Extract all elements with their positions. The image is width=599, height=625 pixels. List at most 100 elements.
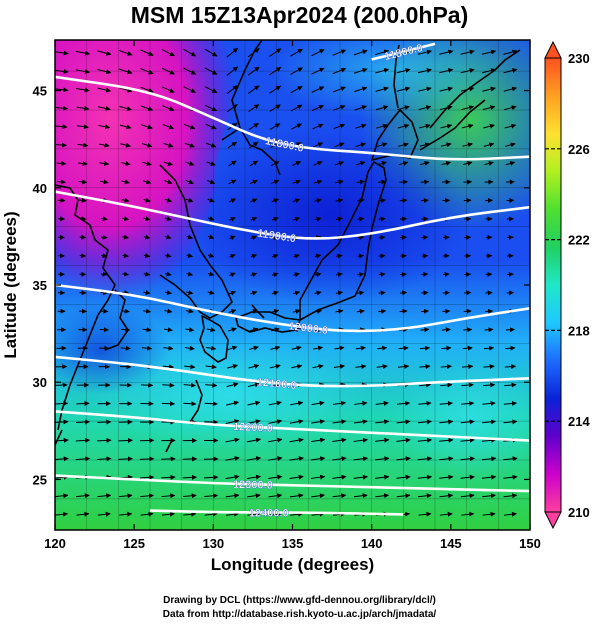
- wind-vector: [332, 456, 347, 462]
- wind-vector: [165, 271, 172, 277]
- wind-vector: [503, 86, 518, 92]
- wind-vector: [121, 327, 131, 333]
- contour-label: 12400.0: [249, 508, 289, 520]
- wind-vector: [314, 290, 322, 296]
- wind-vector: [76, 511, 90, 517]
- wind-vector: [312, 364, 324, 369]
- wind-vector: [336, 272, 343, 278]
- wind-vector: [332, 400, 347, 406]
- wind-vector: [461, 382, 474, 388]
- wind-vector: [225, 474, 240, 480]
- wind-vector: [290, 85, 303, 94]
- cyan-area-n: [270, 40, 510, 120]
- wind-vector: [290, 104, 303, 112]
- wind-vector: [250, 254, 257, 259]
- wind-vector: [417, 437, 433, 443]
- wind-vector: [481, 49, 497, 55]
- x-tick-label: 135: [282, 536, 304, 551]
- wind-vector: [186, 290, 194, 295]
- wind-vector: [504, 364, 517, 370]
- wind-vector: [417, 474, 433, 480]
- wind-vector: [481, 456, 497, 462]
- wind-vector: [97, 493, 112, 499]
- wind-vector: [226, 66, 239, 76]
- wind-vector: [334, 161, 345, 166]
- wind-vector: [418, 382, 432, 388]
- wind-vector: [78, 161, 88, 166]
- wind-vector: [226, 47, 239, 58]
- wind-vector: [122, 253, 129, 259]
- wind-vector: [228, 198, 237, 204]
- wind-vector: [249, 309, 258, 314]
- wind-vector: [204, 493, 219, 499]
- wind-vector: [227, 141, 238, 149]
- y-tick-label: 25: [33, 472, 47, 487]
- wind-vector: [77, 142, 89, 148]
- wind-vector: [460, 86, 475, 92]
- wind-vector: [375, 49, 390, 56]
- wind-vector: [482, 400, 496, 406]
- wind-vector: [207, 197, 215, 203]
- wind-vector: [310, 474, 326, 480]
- wind-vector: [289, 493, 304, 499]
- wind-vector: [163, 142, 174, 148]
- wind-vector: [271, 216, 279, 222]
- wind-vector: [314, 308, 323, 314]
- wind-vector: [55, 456, 69, 462]
- wind-vector: [100, 290, 108, 296]
- wind-vector: [505, 142, 516, 148]
- wind-vector: [227, 103, 238, 113]
- wind-vector: [183, 67, 197, 75]
- colorbar-tick-label: 230: [568, 51, 590, 66]
- wind-vector: [162, 105, 175, 112]
- wind-vector: [143, 271, 151, 277]
- wind-vector: [503, 474, 518, 480]
- wind-vector: [335, 179, 344, 185]
- wind-vector: [185, 161, 195, 166]
- wind-vector: [310, 456, 326, 462]
- wind-vector: [186, 234, 193, 240]
- x-axis: 120 125 130 135 140 145 150: [44, 40, 541, 551]
- wind-vector: [335, 216, 343, 222]
- wind-vector: [205, 104, 218, 112]
- colorbar-tick-label: 218: [568, 323, 590, 338]
- wind-vector: [460, 456, 475, 462]
- wind-vector: [418, 400, 432, 406]
- wind-vector: [462, 161, 473, 166]
- wind-vector: [247, 400, 261, 406]
- wind-vector: [311, 49, 325, 57]
- wind-vector: [376, 123, 388, 129]
- wind-vector: [76, 124, 89, 130]
- wind-vector: [378, 198, 387, 203]
- wind-vector: [503, 493, 518, 499]
- wind-vector: [268, 437, 283, 443]
- wind-vector: [75, 437, 91, 443]
- wind-vector: [268, 511, 282, 517]
- wind-vector: [204, 511, 218, 517]
- wind-vector: [289, 456, 304, 462]
- wind-vector: [120, 345, 131, 351]
- x-tick-label: 120: [44, 536, 66, 551]
- wind-vector: [310, 437, 326, 443]
- wind-vector: [332, 474, 347, 480]
- wind-vector: [335, 198, 344, 204]
- wind-vector: [225, 456, 240, 462]
- wind-vector: [418, 86, 432, 92]
- wind-vector: [141, 124, 153, 130]
- wind-vector: [439, 456, 454, 462]
- wind-vector: [400, 271, 407, 277]
- wind-vector: [248, 104, 260, 113]
- wind-vector: [229, 217, 236, 222]
- wind-vector: [377, 345, 388, 351]
- wind-vector: [417, 419, 432, 425]
- wind-vector: [140, 68, 154, 75]
- wind-vector: [355, 364, 367, 370]
- wind-vector: [314, 198, 322, 204]
- wind-vector: [119, 124, 132, 130]
- wind-vector: [399, 179, 408, 185]
- wind-vector: [355, 345, 366, 351]
- wind-vector: [99, 179, 109, 185]
- wind-vector: [161, 474, 176, 480]
- wind-vector: [55, 511, 69, 517]
- wind-vector: [142, 179, 152, 185]
